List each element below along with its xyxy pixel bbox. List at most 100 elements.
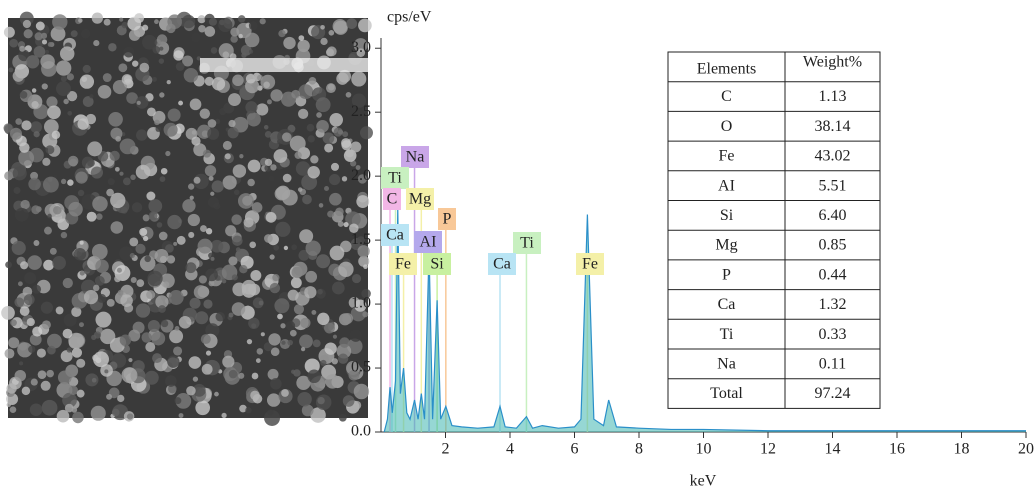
sem-grain: [14, 297, 25, 308]
sem-grain: [159, 92, 165, 98]
sem-grain: [80, 28, 91, 39]
sem-grain: [178, 413, 184, 418]
sem-grain: [146, 107, 156, 117]
sem-grain: [300, 346, 306, 352]
sem-grain: [95, 311, 112, 328]
sem-grain: [304, 358, 320, 374]
sem-grain: [167, 214, 182, 230]
sem-grain: [42, 176, 59, 193]
sem-grain: [289, 329, 297, 337]
sem-grain: [152, 45, 161, 54]
sem-grain: [41, 320, 51, 330]
sem-grain: [10, 319, 17, 327]
sem-grain: [233, 189, 240, 196]
sem-grain: [329, 245, 345, 261]
sem-grain: [218, 17, 233, 33]
sem-grain: [28, 177, 41, 191]
sem-grain: [55, 60, 72, 76]
table-cell: O: [721, 118, 733, 135]
sem-grain: [93, 331, 102, 339]
sem-grain: [135, 303, 151, 318]
sem-grain: [310, 155, 319, 164]
sem-grain: [327, 210, 335, 218]
table-cell: 0.44: [819, 266, 847, 283]
table-cell: 6.40: [819, 207, 847, 224]
peak-label-box: [381, 224, 409, 246]
sem-grain: [82, 64, 91, 74]
sem-grain: [148, 199, 163, 213]
sem-grain: [126, 92, 138, 104]
sem-grain: [343, 221, 349, 228]
sem-grain: [269, 282, 281, 294]
sem-grain: [249, 241, 257, 249]
sem-grain: [128, 329, 141, 342]
sem-grain: [19, 45, 26, 52]
y-tick-label: 1.0: [351, 295, 371, 312]
sem-grain: [250, 270, 262, 281]
sem-grain: [264, 234, 273, 243]
sem-grain: [228, 93, 241, 107]
sem-grain: [67, 110, 73, 116]
sem-grain: [189, 297, 201, 309]
sem-grain: [191, 32, 201, 43]
sem-grain: [85, 373, 99, 387]
sem-grain: [329, 113, 343, 127]
sem-grain: [251, 372, 259, 380]
sem-grain: [5, 261, 12, 269]
sem-grain: [63, 98, 69, 105]
sem-grain: [8, 337, 20, 349]
sem-grain: [352, 400, 362, 410]
sem-grain: [8, 67, 14, 73]
sem-grain: [123, 46, 135, 58]
sem-grain: [67, 155, 79, 167]
sem-grain: [103, 18, 111, 26]
sem-grain: [93, 351, 109, 368]
sem-grain: [337, 353, 349, 364]
sem-grain: [121, 367, 138, 384]
sem-grain: [352, 274, 362, 284]
sem-grain: [256, 348, 264, 355]
sem-grain: [90, 166, 104, 179]
sem-grain: [320, 37, 328, 46]
sem-grain: [239, 404, 247, 413]
sem-grain: [79, 74, 95, 89]
sem-grain: [173, 346, 183, 356]
sem-grain: [19, 90, 28, 99]
sem-grain: [151, 331, 166, 346]
peak-label-box: [389, 253, 417, 275]
sem-grain: [298, 108, 309, 120]
sem-grain: [252, 297, 264, 309]
sem-grain: [129, 253, 135, 259]
sem-grain: [51, 130, 61, 140]
sem-grain: [62, 277, 73, 289]
sem-grain: [341, 140, 352, 151]
sem-grain: [247, 159, 261, 173]
sem-grain: [152, 353, 162, 364]
sem-grain: [193, 176, 201, 184]
peak-label: Na: [406, 149, 425, 166]
sem-grain: [222, 51, 230, 58]
sem-grain: [47, 333, 62, 349]
sem-grain: [210, 256, 215, 261]
sem-grain: [247, 178, 255, 187]
sem-grain: [119, 171, 124, 176]
sem-grain: [230, 35, 238, 43]
sem-grain: [332, 334, 338, 339]
table-cell: 5.51: [819, 177, 847, 194]
sem-grain: [281, 132, 292, 142]
sem-grain: [28, 345, 36, 353]
sem-grain: [159, 46, 164, 51]
sem-grain: [92, 196, 108, 212]
sem-grain: [266, 99, 272, 105]
x-tick-label: 18: [954, 441, 970, 458]
x-tick-label: 8: [635, 441, 643, 458]
sem-grain: [339, 337, 350, 348]
sem-grain: [207, 119, 217, 128]
sem-grain: [121, 74, 133, 85]
sem-grain: [117, 289, 124, 296]
sem-grain: [27, 255, 42, 270]
sem-grain: [312, 339, 321, 348]
sem-grain: [363, 264, 368, 270]
sem-grain: [130, 174, 136, 181]
sem-grain: [305, 270, 318, 283]
